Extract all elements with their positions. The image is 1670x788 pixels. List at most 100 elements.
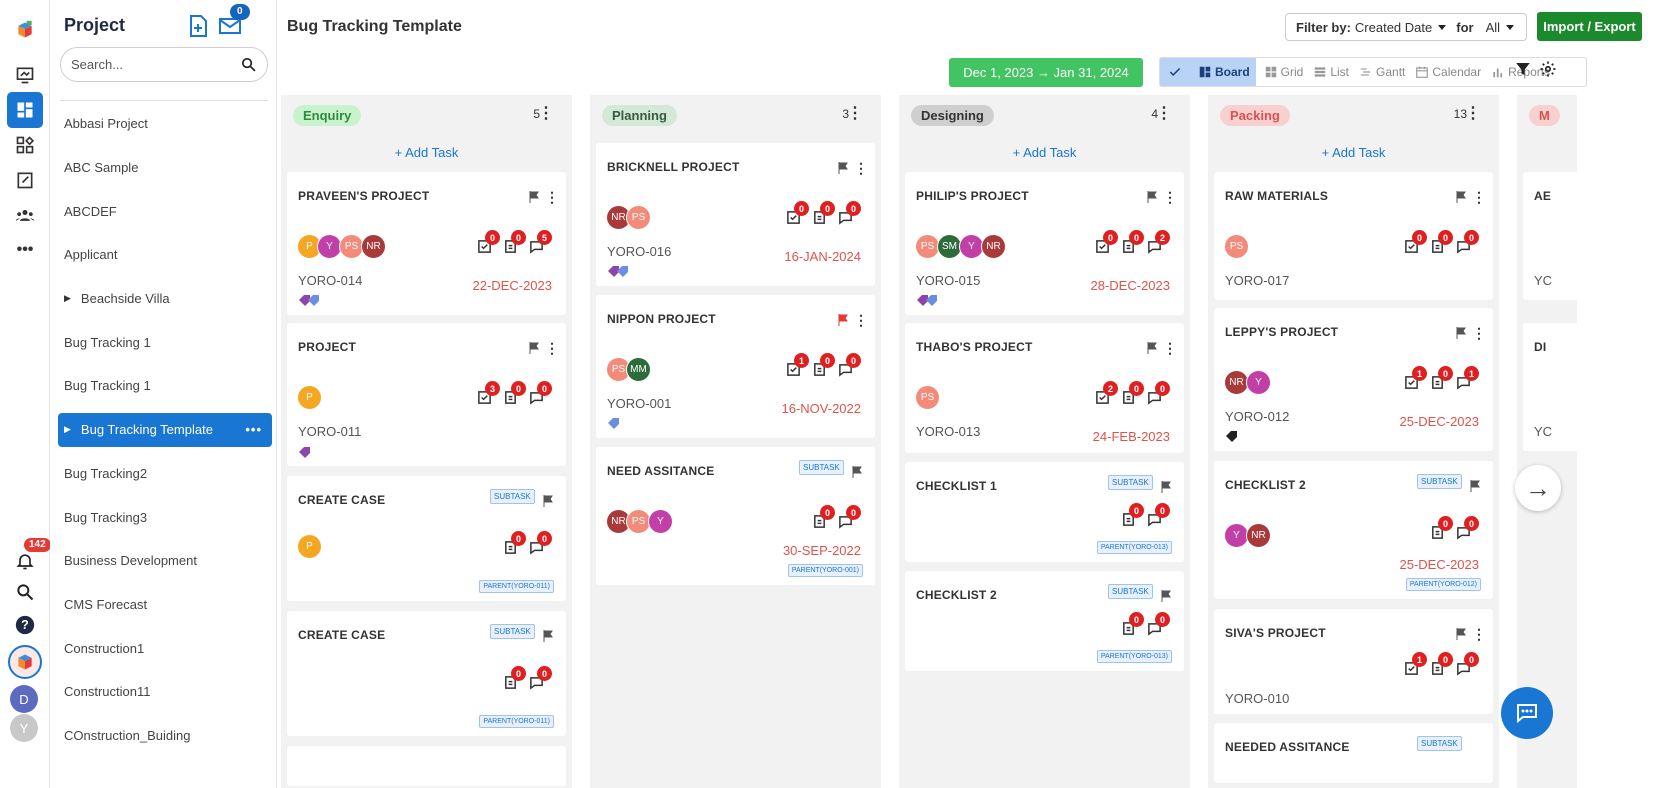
add-task-button[interactable]: + Add Task — [1321, 145, 1386, 160]
user-avatar-d[interactable]: D — [10, 685, 38, 713]
card-menu-icon[interactable]: ⋮ — [1163, 189, 1177, 205]
flag-icon[interactable] — [1456, 327, 1466, 339]
filter-select[interactable]: Filter by: Created Date for All — [1285, 13, 1527, 41]
task-card[interactable]: NEEDED ASSITANCE SUBTASK — [1214, 723, 1493, 783]
attachment-icon[interactable]: 0 — [503, 381, 526, 405]
workspace-logo-icon[interactable] — [8, 645, 42, 679]
attachment-icon[interactable]: 0 — [1121, 503, 1144, 527]
team-icon[interactable] — [7, 197, 43, 233]
search-icon[interactable] — [7, 574, 43, 610]
card-menu-icon[interactable]: ⋮ — [854, 160, 868, 176]
checklist-icon[interactable]: 0 — [1404, 230, 1427, 254]
column-menu-icon[interactable]: ⋮ — [538, 105, 554, 122]
task-card[interactable]: NEED ASSITANCE SUBTASK NR PS Y 0 0 30-SE… — [596, 447, 875, 585]
flag-icon[interactable] — [838, 314, 848, 326]
checklist-icon[interactable]: 3 — [477, 381, 500, 405]
bell-icon[interactable] — [7, 543, 43, 579]
help-icon[interactable]: ? — [7, 607, 43, 643]
checklist-icon[interactable]: 0 — [477, 230, 500, 254]
chat-icon[interactable] — [1501, 687, 1553, 739]
add-task-button[interactable]: + Add Task — [394, 145, 459, 160]
task-card[interactable]: LEPPY'S PROJECT ⋮ NR Y 1 0 1 YORO-012 25… — [1214, 308, 1493, 451]
task-card[interactable]: NIPPON PROJECT ⋮ PS MM 1 0 0 YORO-001 16… — [596, 295, 875, 438]
parent-badge[interactable]: PARENT(YORO-011) — [479, 580, 554, 593]
more-icon[interactable]: ••• — [16, 241, 34, 258]
attachment-icon[interactable]: 0 — [812, 201, 835, 225]
attachment-icon[interactable]: 0 — [812, 505, 835, 529]
checklist-icon[interactable]: 1 — [1404, 366, 1427, 390]
attachment-icon[interactable]: 0 — [1430, 516, 1453, 540]
date-range-button[interactable]: Dec 1, 2023 → Jan 31, 2024 — [949, 58, 1143, 87]
project-item[interactable]: ABCDEF — [64, 203, 117, 219]
flag-icon[interactable] — [1161, 590, 1171, 602]
attachment-icon[interactable]: 0 — [1121, 381, 1144, 405]
dashboard-icon[interactable] — [7, 92, 43, 128]
attachment-icon[interactable]: 0 — [503, 230, 526, 254]
project-item-active[interactable]: ▶ Bug Tracking Template ••• — [58, 412, 272, 447]
task-card[interactable]: BRICKNELL PROJECT ⋮ NR PS 0 0 0 YORO-016… — [596, 143, 875, 286]
view-board[interactable]: Board — [1192, 58, 1256, 86]
checklist-icon[interactable]: 2 — [1095, 381, 1118, 405]
import-export-button[interactable]: Import / Export — [1537, 12, 1642, 41]
view-grid[interactable]: Grid — [1264, 65, 1303, 79]
column-menu-icon[interactable]: ⋮ — [847, 105, 863, 122]
check-icon[interactable] — [1160, 58, 1192, 86]
comment-icon[interactable]: 0 — [838, 505, 861, 529]
task-card[interactable]: PROJECT ⋮ P 3 0 0 YORO-011 — [287, 323, 566, 466]
task-edit-icon[interactable] — [7, 162, 43, 198]
parent-badge[interactable]: PARENT(YORO-001) — [787, 564, 863, 577]
comment-icon[interactable]: 0 — [529, 531, 552, 555]
project-item[interactable]: Bug Tracking3 — [64, 509, 148, 525]
search-icon[interactable] — [240, 56, 257, 73]
flag-icon[interactable] — [1470, 480, 1480, 492]
attachment-icon[interactable]: 0 — [1430, 366, 1453, 390]
card-menu-icon[interactable]: ⋮ — [545, 189, 559, 205]
comment-icon[interactable]: 5 — [529, 230, 552, 254]
comment-icon[interactable]: 0 — [1147, 612, 1170, 636]
settings-icon[interactable] — [1539, 60, 1557, 78]
view-calendar[interactable]: Calendar — [1415, 65, 1481, 79]
view-list[interactable]: List — [1313, 65, 1349, 79]
project-item[interactable]: Construction11 — [64, 684, 151, 700]
add-task-button[interactable]: + Add Task — [1012, 145, 1077, 160]
flag-icon[interactable] — [1147, 342, 1157, 354]
comment-icon[interactable]: 0 — [1147, 503, 1170, 527]
task-card[interactable]: RAW MATERIALS ⋮ PS 0 0 0 YORO-017 — [1214, 172, 1493, 300]
project-item[interactable]: Bug Tracking2 — [64, 465, 148, 481]
attachment-icon[interactable]: 0 — [503, 531, 526, 555]
parent-badge[interactable]: PARENT(YORO-011) — [479, 715, 554, 728]
flag-icon[interactable] — [543, 630, 553, 642]
parent-badge[interactable]: PARENT(YORO-012) — [1405, 578, 1481, 591]
task-card[interactable]: AE YC — [1523, 172, 1583, 300]
view-gantt[interactable]: Gantt — [1359, 65, 1405, 79]
card-menu-icon[interactable]: ⋮ — [1472, 626, 1486, 642]
card-menu-icon[interactable]: ⋮ — [1472, 189, 1486, 205]
comment-icon[interactable]: 0 — [838, 353, 861, 377]
column-menu-icon[interactable]: ⋮ — [1465, 105, 1481, 122]
task-card[interactable]: CHECKLIST 2 SUBTASK 0 0 PARENT(YORO-013) — [905, 571, 1184, 671]
column-menu-icon[interactable]: ⋮ — [1156, 105, 1172, 122]
project-item[interactable]: Applicant — [64, 247, 118, 263]
comment-icon[interactable]: 0 — [529, 666, 552, 690]
attachment-icon[interactable]: 0 — [1121, 612, 1144, 636]
parent-badge[interactable]: PARENT(YORO-013) — [1096, 541, 1172, 554]
project-item[interactable]: Construction1 — [64, 640, 145, 656]
project-item[interactable]: CMS Forecast — [64, 596, 148, 612]
task-card[interactable]: PRAVEEN'S PROJECT ⋮ P Y PS NR 0 0 5 YORO… — [287, 172, 566, 315]
task-card[interactable]: SIVA'S PROJECT ⋮ 1 0 0 YORO-010 — [1214, 609, 1493, 714]
checklist-icon[interactable]: 1 — [786, 353, 809, 377]
card-menu-icon[interactable]: ⋮ — [854, 312, 868, 328]
user-avatar-y[interactable]: Y — [10, 714, 38, 742]
flag-icon[interactable] — [838, 162, 848, 174]
card-menu-icon[interactable]: ⋮ — [1163, 340, 1177, 356]
parent-badge[interactable]: PARENT(YORO-013) — [1096, 650, 1172, 663]
search-input[interactable] — [71, 57, 240, 72]
comment-icon[interactable]: 2 — [1147, 230, 1170, 254]
project-item[interactable]: Bug Tracking 1 — [64, 334, 151, 350]
comment-icon[interactable]: 0 — [1456, 652, 1479, 676]
view-reports[interactable]: Reports — [1491, 65, 1550, 79]
project-item[interactable]: COnstruction_Buiding — [64, 727, 191, 743]
project-item[interactable]: ABC Sample — [64, 160, 139, 176]
flag-icon[interactable] — [1456, 191, 1466, 203]
app-logo-icon[interactable] — [7, 12, 43, 48]
